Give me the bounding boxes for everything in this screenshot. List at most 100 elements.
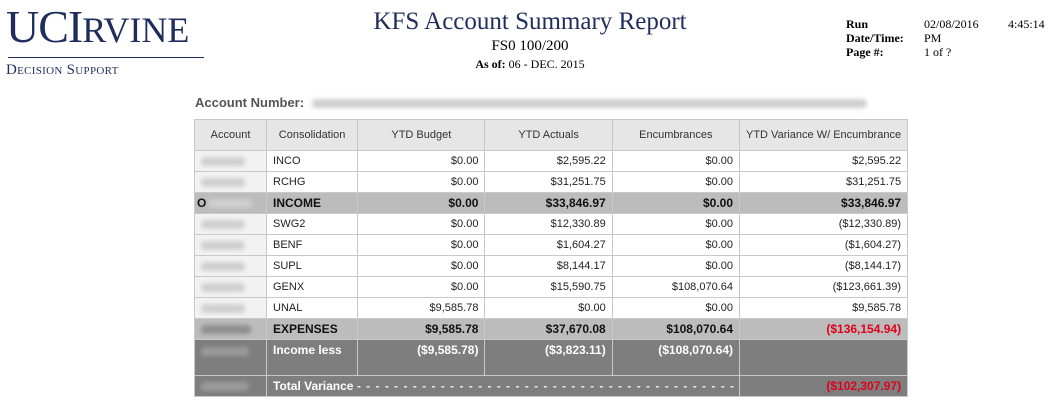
redacted-account <box>201 347 249 357</box>
budget-cell: $0.00 <box>357 213 486 235</box>
total-variance-row: Total Variance - - - - - - - - - - - - -… <box>194 375 909 397</box>
run-date: 02/08/2016 <box>924 17 979 31</box>
table-header-row: Account Consolidation YTD Budget YTD Act… <box>194 119 909 151</box>
actuals-cell: $0.00 <box>484 297 613 319</box>
account-number-label: Account Number: <box>195 95 305 110</box>
table-row: INCO $0.00 $2,595.22 $0.00 $2,595.22 <box>194 150 909 172</box>
budget-cell: $0.00 <box>357 150 486 172</box>
page-label: Page #: <box>846 45 884 59</box>
col-header-encumbrances: Encumbrances <box>611 119 741 151</box>
encumbrances-cell: $0.00 <box>611 213 741 235</box>
redacted-account <box>201 177 245 187</box>
expenses-label: EXPENSES <box>265 318 359 340</box>
run-time: 4:45:14 <box>1008 17 1045 31</box>
account-cell <box>194 318 267 340</box>
encumbrances-cell: $0.00 <box>611 234 741 256</box>
variance-cell: $9,585.78 <box>738 297 909 319</box>
variance-cell: $2,595.22 <box>738 150 909 172</box>
redacted-account <box>201 325 251 335</box>
redacted-account-number <box>311 99 867 109</box>
account-cell <box>194 255 267 277</box>
budget-cell: $0.00 <box>357 276 486 298</box>
encumbrances-cell: $108,070.64 <box>611 276 741 298</box>
actuals-cell: $15,590.75 <box>484 276 613 298</box>
account-cell: O <box>194 192 267 214</box>
account-cell <box>194 171 267 193</box>
actuals-cell: $1,604.27 <box>484 234 613 256</box>
account-cell <box>194 339 267 376</box>
col-header-ytd-actuals: YTD Actuals <box>484 119 613 151</box>
logo-uc: UCI <box>6 1 83 52</box>
account-cell <box>194 234 267 256</box>
net-budget: ($9,585.78) <box>357 339 486 376</box>
account-cell <box>194 375 267 397</box>
consolidation-cell: INCO <box>265 150 359 172</box>
table-row: SUPL $0.00 $8,144.17 $0.00 ($8,144.17) <box>194 255 909 277</box>
actuals-cell: $12,330.89 <box>484 213 613 235</box>
consolidation-cell: RCHG <box>265 171 359 193</box>
consolidation-cell: BENF <box>265 234 359 256</box>
actuals-cell: $31,251.75 <box>484 171 613 193</box>
consolidation-cell: SWG2 <box>265 213 359 235</box>
redacted-account <box>201 240 245 250</box>
account-cell <box>194 297 267 319</box>
datetime-label: Date/Time: <box>846 31 904 45</box>
income-actuals: $33,846.97 <box>484 192 613 214</box>
total-variance-label-cell: Total Variance - - - - - - - - - - - - -… <box>266 375 740 397</box>
expenses-encumbrances: $108,070.64 <box>611 318 741 340</box>
expenses-budget: $9,585.78 <box>357 318 486 340</box>
run-ampm: PM <box>924 31 942 45</box>
report-title: KFS Account Summary Report <box>373 8 687 35</box>
encumbrances-cell: $0.00 <box>611 171 741 193</box>
total-variance-value: ($102,307.97) <box>738 375 909 397</box>
redacted-account <box>201 303 245 313</box>
logo-rvine: RVINE <box>82 10 190 50</box>
col-header-ytd-variance: YTD Variance W/ Encumbrance <box>738 119 909 151</box>
account-cell <box>194 276 267 298</box>
net-encumbrances: ($108,070.64) <box>611 339 741 376</box>
budget-cell: $0.00 <box>357 171 486 193</box>
variance-cell: $31,251.75 <box>738 171 909 193</box>
expense-total-row: EXPENSES $9,585.78 $37,670.08 $108,070.6… <box>194 318 909 340</box>
expenses-actuals: $37,670.08 <box>484 318 613 340</box>
account-number-line: Account Number: <box>195 95 867 110</box>
variance-cell: ($12,330.89) <box>738 213 909 235</box>
variance-cell: ($8,144.17) <box>738 255 909 277</box>
consolidation-cell: UNAL <box>265 297 359 319</box>
total-variance-label: Total Variance <box>273 379 354 393</box>
total-variance-leader: - - - - - - - - - - - - - - - - - - - - … <box>356 379 739 393</box>
run-label: Run <box>846 17 869 31</box>
redacted-account <box>201 282 245 292</box>
income-less-row: Income less ($9,585.78) ($3,823.11) ($10… <box>194 339 909 376</box>
page-number: 1 of ? <box>924 45 952 59</box>
income-less-label: Income less <box>265 339 359 376</box>
as-of-line: As of: 06 - DEC. 2015 <box>330 57 730 72</box>
col-header-account: Account <box>194 119 267 151</box>
table-row: SWG2 $0.00 $12,330.89 $0.00 ($12,330.89) <box>194 213 909 235</box>
table-row: BENF $0.00 $1,604.27 $0.00 ($1,604.27) <box>194 234 909 256</box>
as-of-value: 06 - DEC. 2015 <box>508 57 585 71</box>
consolidation-cell: SUPL <box>265 255 359 277</box>
report-subtitle: FS0 100/200 <box>491 38 569 54</box>
budget-cell: $0.00 <box>357 234 486 256</box>
net-variance <box>738 339 909 376</box>
redacted-account <box>201 156 245 166</box>
encumbrances-cell: $0.00 <box>611 297 741 319</box>
encumbrances-cell: $0.00 <box>611 150 741 172</box>
col-header-consolidation: Consolidation <box>265 119 359 151</box>
income-label: INCOME <box>265 192 359 214</box>
table-row: UNAL $9,585.78 $0.00 $0.00 $9,585.78 <box>194 297 909 319</box>
actuals-cell: $2,595.22 <box>484 150 613 172</box>
budget-cell: $0.00 <box>357 255 486 277</box>
income-account-prefix: O <box>197 196 207 210</box>
redacted-account <box>201 382 249 392</box>
consolidation-cell: GENX <box>265 276 359 298</box>
income-total-row: O INCOME $0.00 $33,846.97 $0.00 $33,846.… <box>194 192 909 214</box>
income-encumbrances: $0.00 <box>611 192 741 214</box>
expenses-variance: ($136,154.94) <box>738 318 909 340</box>
logo-divider <box>8 57 204 58</box>
as-of-label: As of: <box>475 57 506 71</box>
redacted-account <box>201 261 245 271</box>
logo-wordmark: UCIRVINE <box>6 4 206 53</box>
variance-cell: ($123,661.39) <box>738 276 909 298</box>
